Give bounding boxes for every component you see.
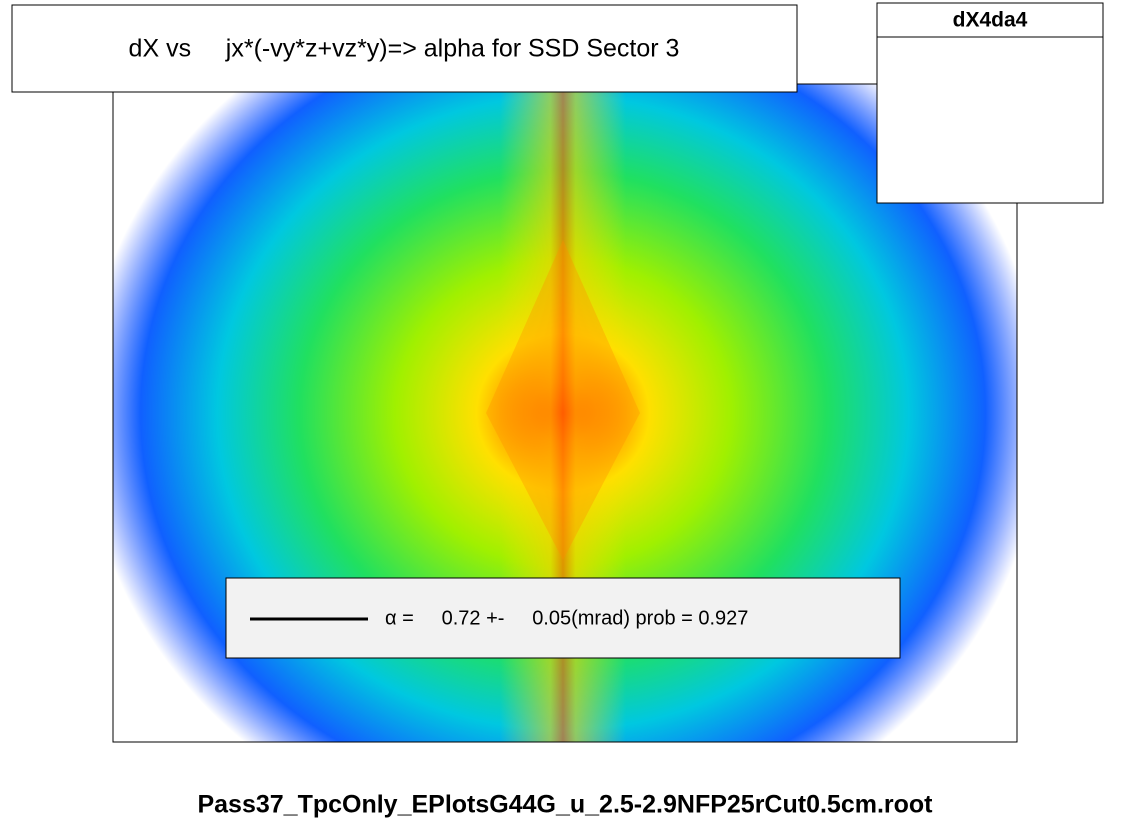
title-box (11, 4, 798, 93)
x-axis-label: Pass37_TpcOnly_EPlotsG44G_u_2.5-2.9NFP25… (197, 791, 933, 819)
stats-title: dX4da4 (953, 9, 1028, 32)
stats-box (876, 2, 1104, 204)
chart-title: dX vs jx*(-vy*z+vz*y)=> alpha for SSD Se… (129, 35, 680, 63)
legend-text: α = 0.72 +- 0.05(mrad) prob = 0.927 (385, 607, 748, 629)
